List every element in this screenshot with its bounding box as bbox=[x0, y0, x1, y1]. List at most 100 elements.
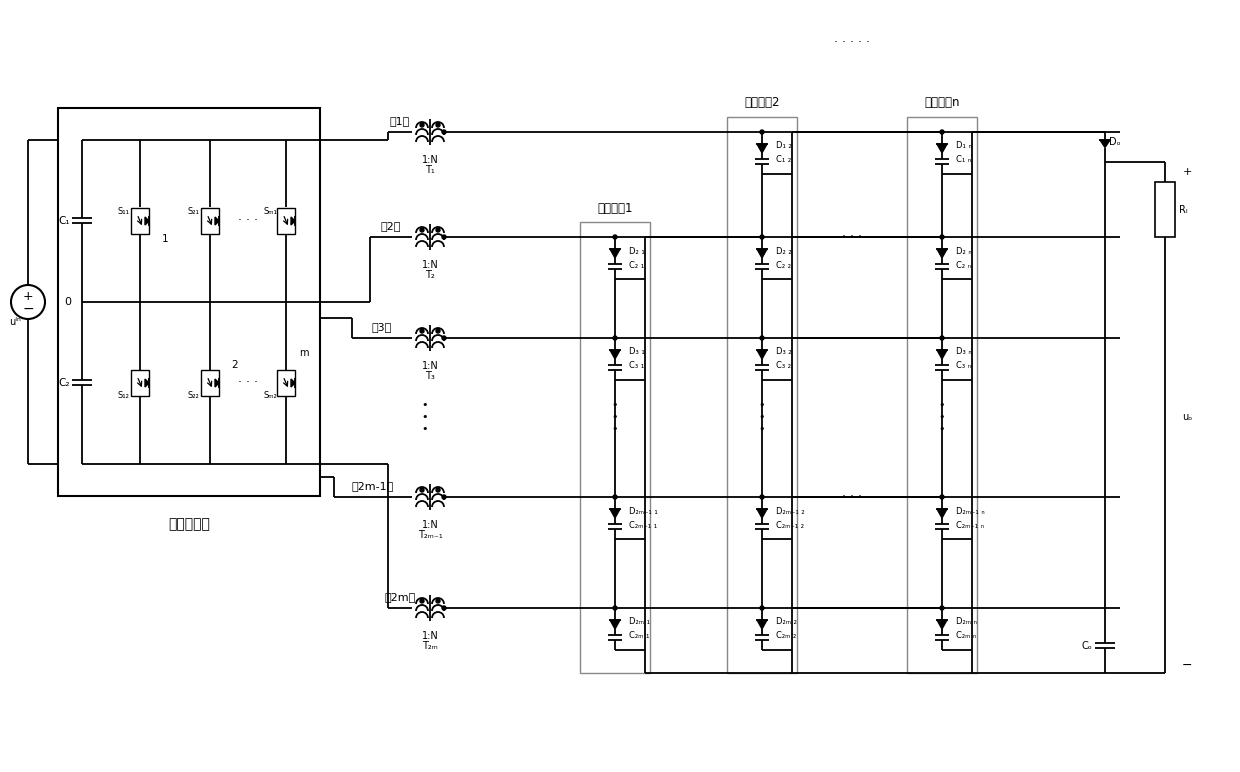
Polygon shape bbox=[291, 217, 295, 225]
Text: C₂ₘ ₁: C₂ₘ ₁ bbox=[629, 631, 650, 641]
Text: D₂ ₂: D₂ ₂ bbox=[776, 246, 791, 256]
Polygon shape bbox=[610, 350, 620, 359]
Polygon shape bbox=[937, 249, 947, 258]
Polygon shape bbox=[756, 144, 768, 153]
Text: T₂ₘ: T₂ₘ bbox=[422, 641, 438, 651]
Circle shape bbox=[420, 228, 424, 232]
Text: · · ·: · · · bbox=[842, 601, 862, 615]
Text: · · ·: · · · bbox=[842, 126, 862, 138]
Bar bbox=[277, 370, 295, 396]
Circle shape bbox=[760, 235, 764, 239]
Text: 增益单到1: 增益单到1 bbox=[598, 201, 632, 215]
Circle shape bbox=[760, 606, 764, 610]
Text: C₃ ₙ: C₃ ₙ bbox=[956, 361, 971, 371]
Text: 1: 1 bbox=[161, 234, 169, 244]
Text: 多相逆变器: 多相逆变器 bbox=[169, 517, 210, 531]
Text: 第2m-1相: 第2m-1相 bbox=[352, 481, 394, 491]
Text: 1:N: 1:N bbox=[422, 155, 439, 165]
Text: · · ·: · · · bbox=[842, 490, 862, 503]
Text: Cₒ: Cₒ bbox=[1081, 641, 1092, 651]
Circle shape bbox=[613, 495, 618, 499]
Circle shape bbox=[940, 130, 944, 134]
Text: 1:N: 1:N bbox=[422, 631, 439, 641]
Text: C₁ ₂: C₁ ₂ bbox=[776, 155, 791, 164]
Circle shape bbox=[760, 130, 764, 134]
Polygon shape bbox=[610, 509, 620, 518]
Text: 第2m相: 第2m相 bbox=[384, 592, 415, 602]
Text: 增益单到2: 增益单到2 bbox=[744, 96, 780, 110]
Polygon shape bbox=[610, 249, 620, 258]
Text: D₂ ₙ: D₂ ₙ bbox=[956, 246, 972, 256]
Bar bbox=[580, 222, 650, 673]
Text: −: − bbox=[1182, 659, 1192, 672]
Text: T₁: T₁ bbox=[425, 165, 435, 175]
Text: D₁ ₙ: D₁ ₙ bbox=[956, 141, 972, 151]
Circle shape bbox=[420, 599, 424, 603]
Text: C₂ₘ₋₁ ₙ: C₂ₘ₋₁ ₙ bbox=[956, 520, 985, 530]
Circle shape bbox=[940, 606, 944, 610]
Text: D₂ ₁: D₂ ₁ bbox=[629, 246, 645, 256]
Text: C₂ ₂: C₂ ₂ bbox=[776, 260, 791, 269]
Bar bbox=[131, 370, 149, 396]
Text: 1:N: 1:N bbox=[422, 520, 439, 530]
Polygon shape bbox=[937, 620, 947, 629]
Text: 第3相: 第3相 bbox=[372, 322, 392, 332]
Bar bbox=[201, 208, 219, 234]
Text: C₂ₘ ₂: C₂ₘ ₂ bbox=[776, 631, 796, 641]
Text: 0: 0 bbox=[64, 297, 72, 307]
Text: •
•
•: • • • bbox=[939, 401, 945, 434]
Text: +: + bbox=[22, 290, 33, 303]
Polygon shape bbox=[937, 509, 947, 518]
Text: D₂ₘ ₙ: D₂ₘ ₙ bbox=[956, 618, 977, 627]
Circle shape bbox=[441, 336, 446, 340]
Text: C₃ ₂: C₃ ₂ bbox=[776, 361, 791, 371]
Text: +: + bbox=[1182, 167, 1192, 177]
Circle shape bbox=[436, 488, 440, 492]
Text: S₂₂: S₂₂ bbox=[188, 391, 200, 399]
Text: C₃ ₁: C₃ ₁ bbox=[629, 361, 644, 371]
Circle shape bbox=[940, 495, 944, 499]
Text: T₂: T₂ bbox=[425, 270, 435, 280]
Text: 增益单元n: 增益单元n bbox=[924, 96, 960, 110]
Text: Dₒ: Dₒ bbox=[1109, 137, 1121, 147]
Text: D₃ ₂: D₃ ₂ bbox=[776, 347, 791, 357]
Polygon shape bbox=[145, 217, 149, 225]
Text: C₂: C₂ bbox=[58, 378, 69, 388]
Text: m: m bbox=[299, 348, 309, 358]
Text: uᴵⁿ: uᴵⁿ bbox=[9, 317, 21, 327]
Polygon shape bbox=[215, 217, 219, 225]
Bar bbox=[277, 208, 295, 234]
Text: · · · · ·: · · · · · bbox=[835, 36, 870, 49]
Circle shape bbox=[441, 235, 446, 239]
Text: Rₗ: Rₗ bbox=[1179, 205, 1188, 215]
Circle shape bbox=[613, 336, 618, 340]
Circle shape bbox=[613, 235, 618, 239]
Text: 1:N: 1:N bbox=[422, 361, 439, 371]
Text: •
•
•: • • • bbox=[422, 401, 428, 434]
Text: T₂ₘ₋₁: T₂ₘ₋₁ bbox=[418, 530, 443, 540]
Text: 第2相: 第2相 bbox=[381, 221, 402, 231]
Circle shape bbox=[760, 495, 764, 499]
Text: D₂ₘ ₂: D₂ₘ ₂ bbox=[776, 618, 797, 627]
Circle shape bbox=[420, 123, 424, 127]
Polygon shape bbox=[215, 379, 219, 387]
Text: C₁: C₁ bbox=[58, 216, 69, 226]
Text: · · ·: · · · bbox=[842, 331, 862, 344]
Text: D₃ ₁: D₃ ₁ bbox=[629, 347, 645, 357]
Text: S₁₂: S₁₂ bbox=[118, 391, 130, 399]
Bar bbox=[58, 108, 320, 496]
Polygon shape bbox=[756, 620, 768, 629]
Text: Sₘ₁: Sₘ₁ bbox=[264, 206, 278, 215]
Text: C₂ₘ₋₁ ₁: C₂ₘ₋₁ ₁ bbox=[629, 520, 657, 530]
Circle shape bbox=[436, 228, 440, 232]
Polygon shape bbox=[937, 350, 947, 359]
Circle shape bbox=[436, 599, 440, 603]
Text: D₃ ₙ: D₃ ₙ bbox=[956, 347, 972, 357]
Circle shape bbox=[613, 606, 618, 610]
Text: −: − bbox=[22, 302, 33, 316]
Bar bbox=[131, 208, 149, 234]
Polygon shape bbox=[291, 379, 295, 387]
Text: 1:N: 1:N bbox=[422, 260, 439, 270]
Polygon shape bbox=[937, 144, 947, 153]
Text: Sₘ₂: Sₘ₂ bbox=[264, 391, 278, 399]
